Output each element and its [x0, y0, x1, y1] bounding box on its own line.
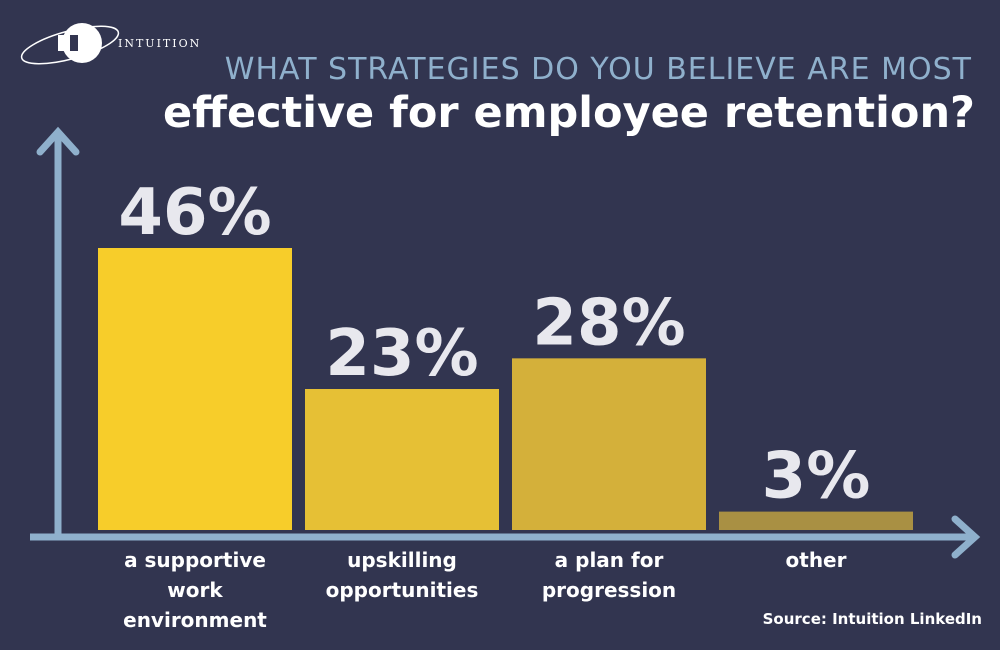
bar	[512, 358, 706, 530]
chart-title: WHAT STRATEGIES DO YOU BELIEVE ARE MOST	[224, 52, 972, 87]
bar	[305, 389, 499, 530]
logo-mark	[70, 35, 78, 51]
logo-circle	[62, 23, 102, 63]
value-label: 23%	[325, 317, 478, 391]
x-tick-label: upskilling opportunities	[325, 548, 479, 602]
chart-subtitle: effective for employee retention?	[163, 88, 975, 138]
value-label: 3%	[762, 440, 871, 514]
x-axis-arrow	[951, 515, 981, 559]
bar	[719, 511, 913, 530]
x-tick-label: a supportive work environment	[123, 548, 267, 632]
value-label: 28%	[532, 286, 685, 360]
y-axis-arrow	[36, 126, 80, 156]
value-label: 46%	[118, 176, 271, 250]
bar	[98, 248, 292, 530]
source: Source: Intuition LinkedIn	[762, 610, 982, 628]
x-tick-label: other	[785, 548, 847, 572]
logo-mark	[58, 35, 68, 51]
x-tick-label: a plan for progression	[541, 548, 677, 602]
logo-text: INTUITION	[118, 37, 202, 50]
